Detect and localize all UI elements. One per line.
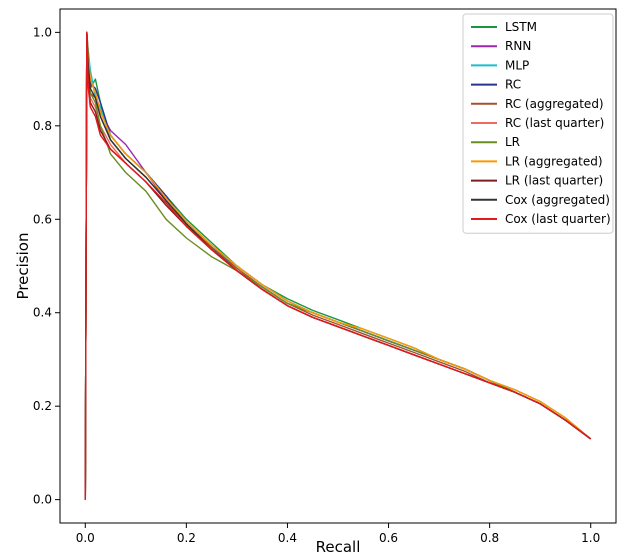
x-axis-ticks: 0.0 0.2 0.4 0.6 0.8 1.0 xyxy=(76,523,600,545)
legend-label: RC xyxy=(505,78,521,92)
series-line-cox-last-quarter xyxy=(84,31,592,500)
x-tick-label: 0.4 xyxy=(278,531,297,545)
legend-label: RNN xyxy=(505,39,531,53)
y-tick-label: 0.0 xyxy=(33,493,52,507)
legend-label: LR (last quarter) xyxy=(505,174,603,188)
y-tick-label: 0.8 xyxy=(33,119,52,133)
series-line-lr-aggregated xyxy=(84,31,592,500)
y-axis-ticks: 0.0 0.2 0.4 0.6 0.8 1.0 xyxy=(33,25,60,507)
legend-label: RC (last quarter) xyxy=(505,116,604,130)
legend-label: MLP xyxy=(505,58,529,72)
x-tick-label: 0.2 xyxy=(177,531,196,545)
legend-label: Cox (aggregated) xyxy=(505,193,610,207)
x-axis-label: Recall xyxy=(316,538,361,556)
y-tick-label: 1.0 xyxy=(33,25,52,39)
x-tick-label: 1.0 xyxy=(581,531,600,545)
x-tick-label: 0.8 xyxy=(480,531,499,545)
x-tick-label: 0.0 xyxy=(76,531,95,545)
legend-label: LSTM xyxy=(505,20,537,34)
y-axis-label: Precision xyxy=(14,233,32,300)
legend-box xyxy=(462,13,614,234)
y-tick-label: 0.4 xyxy=(33,306,52,320)
y-tick-label: 0.6 xyxy=(33,212,52,226)
y-tick-label: 0.2 xyxy=(33,399,52,413)
legend-label: Cox (last quarter) xyxy=(505,212,611,226)
legend-label: RC (aggregated) xyxy=(505,97,604,111)
series-layer xyxy=(84,31,592,500)
legend-label: LR (aggregated) xyxy=(505,154,603,168)
legend: LSTM RNN MLP RC RC (aggregated) RC (last quar… xyxy=(462,13,614,234)
x-tick-label: 0.6 xyxy=(379,531,398,545)
legend-label: LR xyxy=(505,135,520,149)
